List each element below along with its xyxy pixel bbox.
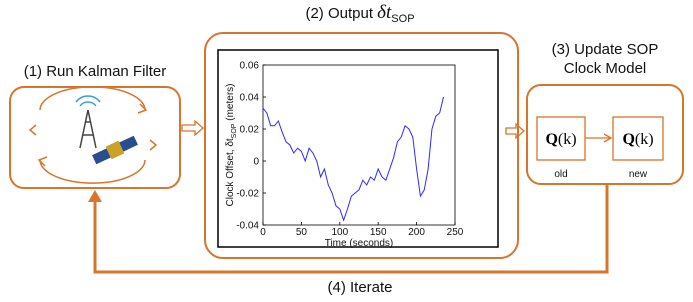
tower-icon bbox=[76, 96, 100, 148]
step-label: (3) Update SOP bbox=[552, 41, 659, 58]
symbol: δt bbox=[377, 2, 392, 23]
symbol: Q bbox=[622, 131, 634, 148]
x-tick-label: 0 bbox=[260, 227, 266, 238]
subscript: SOP bbox=[391, 13, 414, 25]
argument: (k) bbox=[635, 131, 654, 148]
plot-area bbox=[263, 65, 455, 225]
x-tick-label: 50 bbox=[296, 227, 308, 238]
y-tick-label: -0.04 bbox=[236, 221, 259, 232]
update-arrow bbox=[585, 134, 611, 142]
x-tick-label: 200 bbox=[408, 227, 425, 238]
x-tick-label: 250 bbox=[447, 227, 464, 238]
diagram: (1) Run Kalman Filter (2) Output δtSOP 0… bbox=[0, 0, 693, 302]
label-text: (2) Output bbox=[305, 5, 373, 22]
flow-arrow bbox=[182, 121, 203, 135]
subscript: SOP bbox=[231, 123, 238, 138]
satellite-icon bbox=[91, 134, 139, 166]
y-tick-label: 0.06 bbox=[240, 61, 260, 72]
step-label: (4) Iterate bbox=[327, 279, 392, 296]
flow-arrow bbox=[506, 124, 524, 138]
label-text: Clock Offset, δt bbox=[225, 138, 236, 206]
step-label: (2) Output δtSOP bbox=[305, 2, 414, 25]
iterate-arrowhead bbox=[88, 190, 102, 202]
x-tick-label: 100 bbox=[331, 227, 348, 238]
argument: (k) bbox=[558, 131, 577, 148]
x-axis-label: Time (seconds) bbox=[325, 238, 394, 249]
step-label: (1) Run Kalman Filter bbox=[24, 63, 167, 80]
y-tick-label: 0.02 bbox=[240, 125, 260, 136]
y-tick-label: 0 bbox=[253, 157, 259, 168]
symbol: Q bbox=[545, 131, 557, 148]
x-tick-label: 150 bbox=[370, 227, 387, 238]
matrix-label: Q(k) bbox=[545, 131, 576, 148]
caption: old bbox=[554, 169, 567, 180]
step-box bbox=[10, 87, 180, 188]
caption: new bbox=[629, 169, 648, 180]
y-tick-label: -0.02 bbox=[236, 189, 259, 200]
unit: (meters) bbox=[225, 84, 236, 121]
step-label: Clock Model bbox=[564, 60, 647, 77]
matrix-label: Q(k) bbox=[622, 131, 653, 148]
y-tick-label: 0.04 bbox=[240, 93, 260, 104]
